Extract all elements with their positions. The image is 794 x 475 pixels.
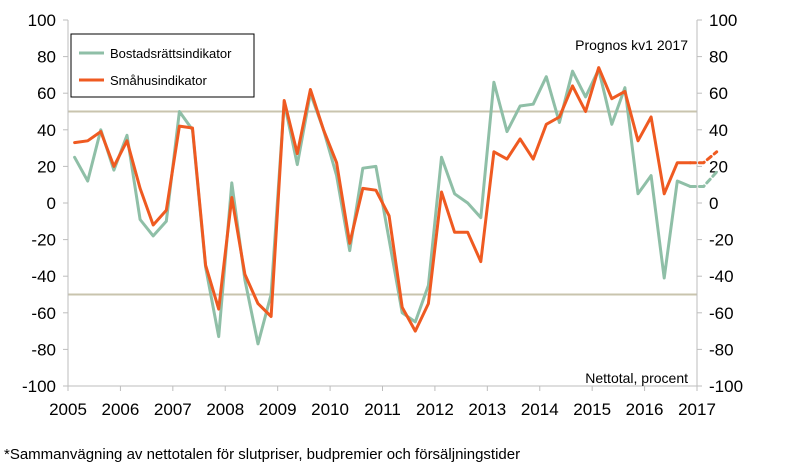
x-tick-label: 2014 xyxy=(521,400,559,419)
x-tick-label: 2008 xyxy=(206,400,244,419)
x-tick-label: 2013 xyxy=(468,400,506,419)
y-tick-label-left: -60 xyxy=(31,304,56,323)
legend-label: Småhusindikator xyxy=(110,73,207,88)
forecast-annotation: Prognos kv1 2017 xyxy=(575,37,688,53)
y-tick-label-right: 0 xyxy=(709,194,718,213)
chart: 100 100 80 80 60 60 40 40 20 20 0 0 -20 -20 -40 -40 -60 -… xyxy=(22,11,743,419)
y-tick-label-right: -80 xyxy=(709,340,734,359)
forecast-line xyxy=(688,170,719,188)
y-tick-label-left: -80 xyxy=(31,340,56,359)
y-tick-label-left: 0 xyxy=(47,194,56,213)
y-tick-label-left: -100 xyxy=(22,377,56,396)
reference-lines xyxy=(68,110,697,296)
unit-annotation: Nettotal, procent xyxy=(585,370,688,386)
x-tick-label: 2007 xyxy=(154,400,192,419)
y-tick-label-right: 20 xyxy=(709,157,728,176)
legend-label: Bostadsrättsindikator xyxy=(110,46,232,61)
x-tick-label: 2012 xyxy=(416,400,454,419)
y-tick-label-right: -40 xyxy=(709,267,734,286)
x-tick-label: 2006 xyxy=(102,400,140,419)
y-tick-label-right: -20 xyxy=(709,231,734,250)
y-tick-label-left: -20 xyxy=(31,231,56,250)
series-lines xyxy=(73,66,719,346)
forecast-line xyxy=(688,150,719,165)
y-tick-label-right: 100 xyxy=(709,11,737,30)
y-tick-label-right: -60 xyxy=(709,304,734,323)
y-tick-label-left: 60 xyxy=(37,84,56,103)
legend-box xyxy=(70,33,255,98)
series-line xyxy=(73,66,692,333)
y-tick-label-left: 100 xyxy=(28,11,56,30)
x-tick-label: 2010 xyxy=(311,400,349,419)
y-tick-label-right: 40 xyxy=(709,121,728,140)
footnote: *Sammanvägning av nettotalen för slutpri… xyxy=(4,446,521,463)
x-tick-label: 2017 xyxy=(678,400,716,419)
y-tick-label-left: 80 xyxy=(37,48,56,67)
y-tick-label-right: 80 xyxy=(709,48,728,67)
x-tick-label: 2011 xyxy=(364,400,401,419)
y-tick-label-right: -100 xyxy=(709,377,743,396)
y-tick-label-left: 20 xyxy=(37,157,56,176)
y-tick-label-right: 60 xyxy=(709,84,728,103)
x-tick-label: 2016 xyxy=(626,400,664,419)
x-tick-label: 2005 xyxy=(49,400,87,419)
legend: Bostadsrättsindikator Småhusindikator xyxy=(70,33,255,98)
x-tick-label: 2015 xyxy=(573,400,611,419)
y-tick-label-left: 40 xyxy=(37,121,56,140)
x-tick-label: 2009 xyxy=(259,400,297,419)
y-tick-label-left: -40 xyxy=(31,267,56,286)
axes: 100 100 80 80 60 60 40 40 20 20 0 0 -20 -20 -40 -40 -60 -… xyxy=(22,11,743,419)
